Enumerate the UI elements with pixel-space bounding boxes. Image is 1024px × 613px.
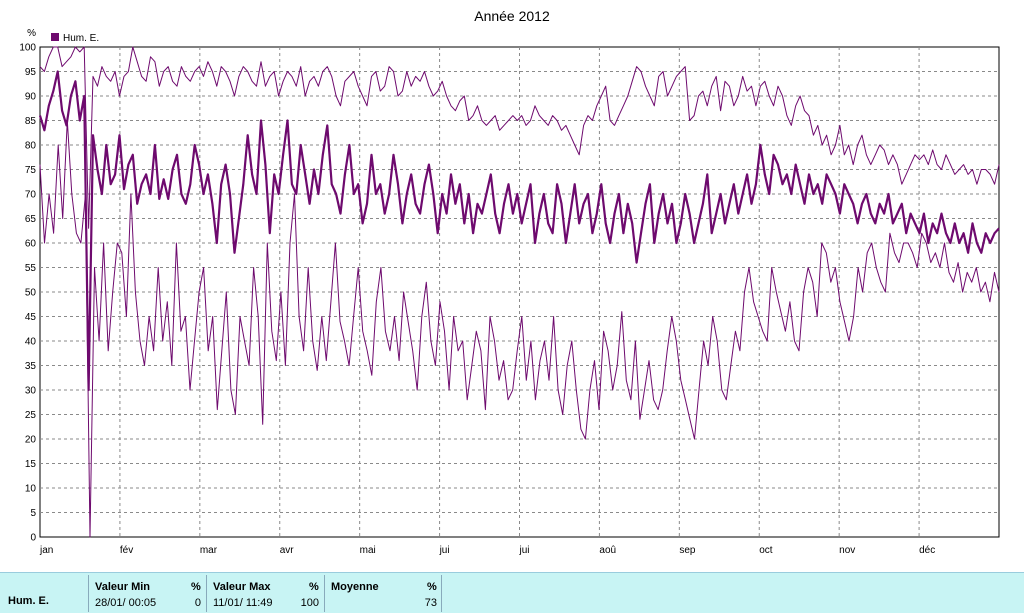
x-tick-label: oct bbox=[759, 545, 773, 556]
y-tick-label: 85 bbox=[25, 116, 37, 127]
y-tick-label: 50 bbox=[25, 288, 37, 299]
legend: Hum. E. bbox=[51, 33, 99, 44]
y-tick-label: 25 bbox=[25, 410, 37, 421]
x-tick-label: jan bbox=[39, 545, 53, 556]
x-tick-label: avr bbox=[280, 545, 295, 556]
y-axis-unit: % bbox=[27, 28, 36, 39]
max-header: Valeur Max bbox=[213, 581, 271, 593]
y-tick-label: 35 bbox=[25, 361, 37, 372]
min-date: 28/01/ 00:05 bbox=[95, 597, 157, 609]
x-axis-ticks: jan fév mar avr mai jui jui aoû sep oct nov déc bbox=[39, 545, 935, 556]
y-tick-label: 40 bbox=[25, 337, 37, 348]
series-lines bbox=[38, 46, 1000, 538]
series-line-avg bbox=[38, 70, 1000, 392]
y-tick-label: 65 bbox=[25, 214, 37, 225]
max-cell: Valeur Max % 11/01/ 11:49 100 bbox=[206, 575, 324, 612]
legend-label: Hum. E. bbox=[63, 33, 99, 44]
y-tick-label: 45 bbox=[25, 312, 37, 323]
x-tick-label: nov bbox=[839, 545, 855, 556]
grid-lines bbox=[40, 47, 999, 537]
y-tick-label: 70 bbox=[25, 190, 37, 201]
series-line-max bbox=[39, 46, 1000, 229]
min-unit: % bbox=[191, 581, 201, 593]
summary-row-label: Hum. E. bbox=[8, 595, 49, 607]
x-tick-label: déc bbox=[919, 545, 935, 556]
y-axis-ticks: 0 5 10 15 20 25 30 35 40 45 50 55 60 65 70 75 80 85 90 95 10… bbox=[19, 43, 36, 544]
avg-header: Moyenne bbox=[331, 581, 379, 593]
y-tick-label: 75 bbox=[25, 165, 37, 176]
x-tick-label: jui bbox=[519, 545, 530, 556]
x-tick-label: jui bbox=[439, 545, 450, 556]
x-tick-label: mar bbox=[200, 545, 218, 556]
min-header: Valeur Min bbox=[95, 581, 151, 593]
max-unit: % bbox=[309, 581, 319, 593]
x-tick-label: aoû bbox=[599, 545, 616, 556]
x-tick-label: mai bbox=[360, 545, 376, 556]
chart-title: Année 2012 bbox=[474, 8, 550, 24]
y-tick-label: 90 bbox=[25, 92, 37, 103]
y-tick-label: 60 bbox=[25, 239, 37, 250]
max-value: 100 bbox=[300, 597, 319, 609]
y-tick-label: 30 bbox=[25, 386, 37, 397]
y-tick-label: 95 bbox=[25, 67, 37, 78]
y-tick-label: 55 bbox=[25, 263, 37, 274]
x-tick-label: fév bbox=[120, 545, 133, 556]
y-tick-label: 80 bbox=[25, 141, 37, 152]
min-cell: Valeur Min % 28/01/ 00:05 0 bbox=[88, 575, 206, 612]
y-tick-label: 10 bbox=[25, 484, 37, 495]
avg-unit: % bbox=[427, 581, 437, 593]
humidity-chart: Année 2012 % 0 5 10 15 20 25 30 35 40 45 50 55 60 65 7… bbox=[19, 8, 1000, 556]
x-tick-label: sep bbox=[679, 545, 696, 556]
y-tick-label: 0 bbox=[30, 533, 36, 544]
y-tick-label: 5 bbox=[30, 508, 36, 519]
avg-cell: Moyenne % 73 bbox=[324, 575, 442, 612]
summary-table: Hum. E. Valeur Min % 28/01/ 00:05 0 Vale… bbox=[0, 572, 1024, 613]
max-date: 11/01/ 11:49 bbox=[213, 597, 273, 609]
avg-value: 73 bbox=[424, 597, 437, 609]
min-value: 0 bbox=[194, 597, 201, 609]
series-line-min bbox=[39, 120, 1000, 538]
y-tick-label: 20 bbox=[25, 435, 37, 446]
legend-swatch bbox=[51, 33, 59, 41]
y-tick-label: 15 bbox=[25, 459, 37, 470]
y-tick-label: 100 bbox=[19, 43, 36, 54]
